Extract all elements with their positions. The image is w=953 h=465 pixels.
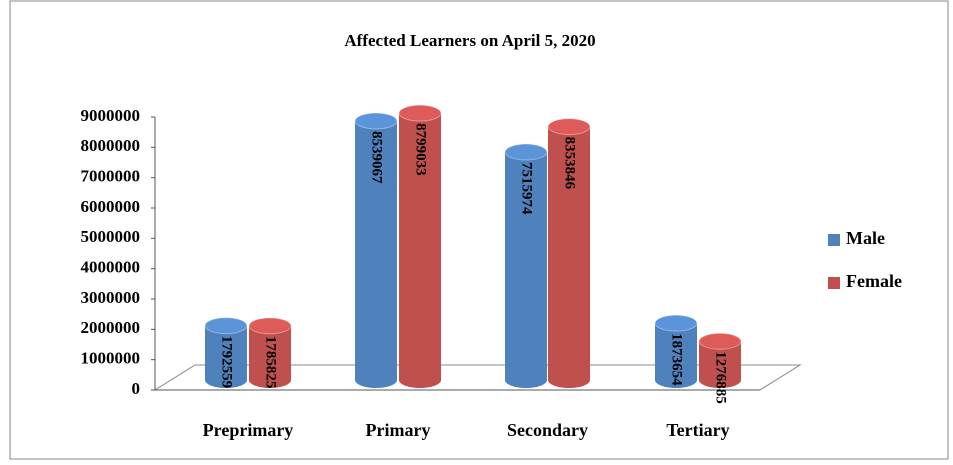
data-label: 1785825 [263,336,279,389]
x-tick-label: Secondary [507,420,588,440]
x-tick-label: Preprimary [203,420,294,440]
x-tick-label: Tertiary [666,420,729,440]
legend-swatch [828,234,840,246]
x-tick-label: Primary [366,420,431,440]
data-label: 1276885 [713,351,729,404]
y-tick-label: 9000000 [81,106,141,125]
bar-top [204,317,248,335]
data-label: 1873654 [669,333,685,386]
legend-label: Female [846,271,902,291]
bar-shade [399,113,441,388]
bar-top [398,104,442,122]
y-tick-label: 5000000 [81,227,141,246]
bar-top [504,143,548,161]
y-tick-label: 8000000 [81,136,141,155]
bar-shade [249,325,291,388]
legend-label: Male [846,228,885,248]
bar-shade [699,341,741,388]
data-label: 7515974 [519,162,535,215]
bar-shade [355,120,397,389]
data-label: 1792559 [219,336,235,389]
bar-shade [505,152,547,388]
y-tick-label: 0 [132,379,141,398]
bar-shade [548,126,590,388]
y-tick-label: 4000000 [81,258,141,277]
y-tick-label: 7000000 [81,167,141,186]
data-label: 8353846 [562,137,578,190]
bar-shade [655,323,697,388]
y-tick-label: 2000000 [81,318,141,337]
legend-swatch [828,277,840,289]
y-tick-label: 3000000 [81,288,141,307]
data-label: 8799033 [413,123,429,176]
data-label: 8539067 [369,131,385,184]
bar-top [654,314,698,332]
bar-top [698,332,742,350]
bar-top [354,112,398,130]
bar-top [248,317,292,335]
chart-title: Affected Learners on April 5, 2020 [344,31,595,50]
bar-shade [205,325,247,388]
y-tick-label: 1000000 [81,349,141,368]
bar-top [547,118,591,136]
y-tick-label: 6000000 [81,197,141,216]
